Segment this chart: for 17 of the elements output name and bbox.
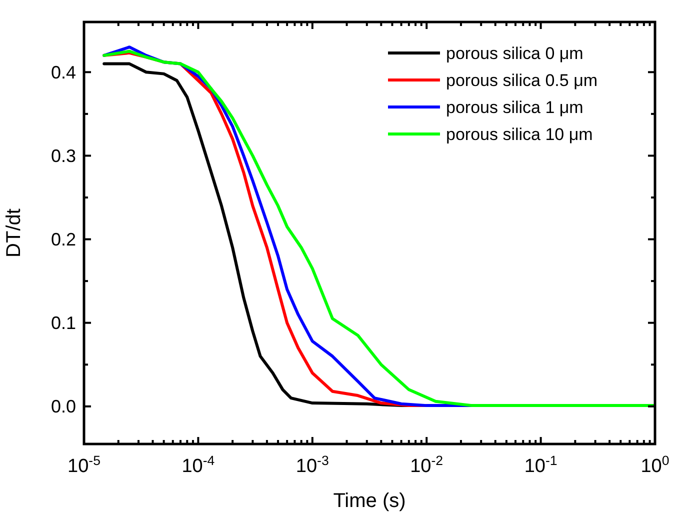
- x-tick-label: 10$^{-5}$: [68, 452, 100, 477]
- x-tick-label: 10$^{-3}$: [296, 452, 329, 477]
- legend-label: porous silica 0 μm: [446, 44, 584, 63]
- y-axis-title: DT/dt: [3, 208, 25, 258]
- legend-label: porous silica 1 μm: [446, 98, 584, 117]
- x-axis-title: Time (s): [333, 490, 406, 512]
- y-tick-label: 0.0: [50, 396, 76, 417]
- x-tick-label: 10$^{0}$: [640, 452, 670, 477]
- x-tick-label: 10$^{-1}$: [524, 452, 558, 477]
- y-tick-label: 0.4: [50, 62, 76, 82]
- legend-label: porous silica 10 μm: [446, 124, 593, 144]
- x-tick-label: 10$^{-2}$: [410, 452, 444, 477]
- legend-label: porous silica 0.5 μm: [446, 70, 598, 90]
- y-tick-label: 0.3: [50, 146, 76, 166]
- y-tick-label: 0.2: [50, 230, 76, 250]
- y-tick-label: 0.1: [50, 313, 76, 334]
- x-tick-label: 10$^{-4}$: [182, 452, 215, 477]
